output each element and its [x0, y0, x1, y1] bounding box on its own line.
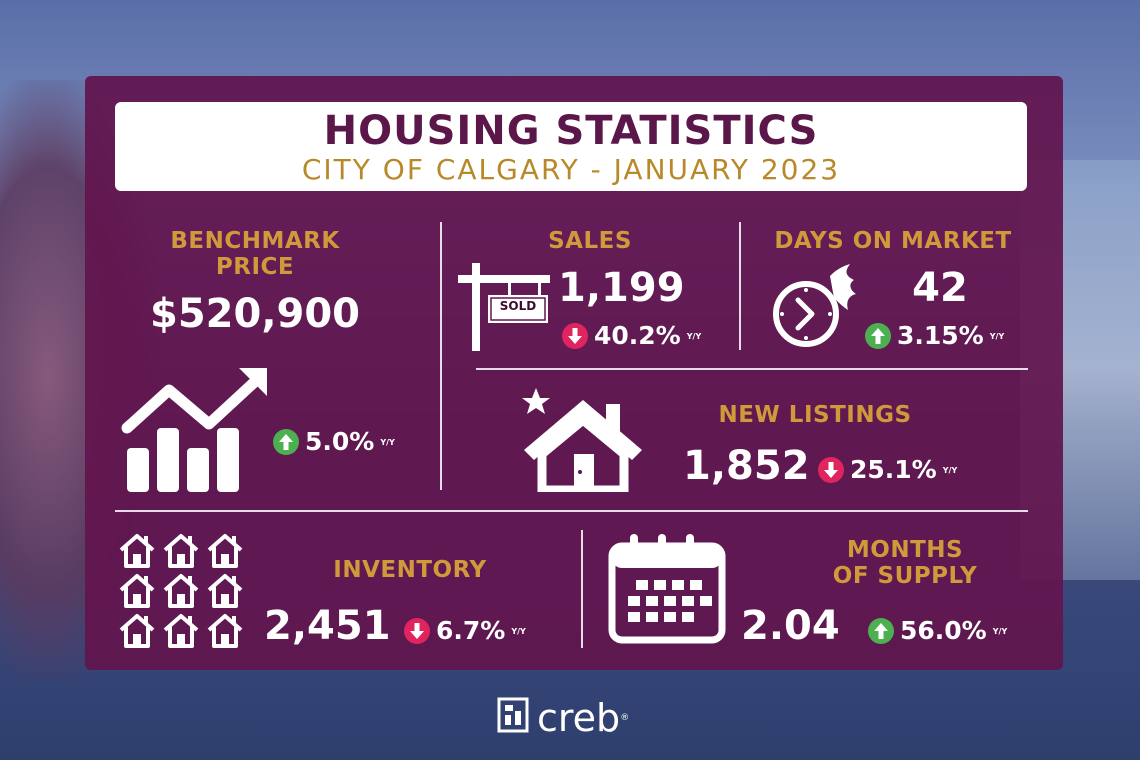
months-of-supply-value: 2.04: [741, 603, 840, 649]
sold-sign-icon: [458, 263, 554, 358]
new-listings-value: 1,852: [683, 443, 810, 489]
new-listings-yy: Y/Y: [942, 465, 958, 475]
small-house-icon: [163, 534, 199, 568]
new-listings-label: NEW LISTINGS: [718, 402, 912, 428]
down-arrow-icon: [404, 618, 430, 644]
page-subtitle: CITY OF CALGARY - JANUARY 2023: [301, 153, 841, 186]
benchmark-label-line1: BENCHMARK: [170, 228, 340, 254]
inventory-change: 6.7% Y/Y: [404, 617, 526, 645]
divider-bottom: [115, 510, 1028, 512]
months-of-supply-change: 56.0% Y/Y: [868, 617, 1007, 645]
months-of-supply-change-value: 56.0%: [900, 616, 987, 645]
new-listings-change-value: 25.1%: [850, 455, 937, 484]
inventory-value: 2,451: [264, 603, 391, 649]
sales-change-value: 40.2%: [594, 321, 681, 350]
down-arrow-icon: [818, 457, 844, 483]
divider-benchmark: [440, 222, 442, 490]
sales-change: 40.2% Y/Y: [562, 322, 701, 350]
benchmark-change-value: 5.0%: [305, 427, 375, 456]
benchmark-yy: Y/Y: [380, 437, 395, 447]
inventory-change-value: 6.7%: [436, 616, 506, 645]
days-on-market-yy: Y/Y: [989, 331, 1005, 341]
benchmark-change: 5.0% Y/Y: [273, 428, 395, 456]
creb-logo-word: creb: [537, 695, 621, 740]
small-house-icon: [119, 574, 155, 608]
page-title: HOUSING STATISTICS: [323, 108, 819, 154]
fast-clock-icon: [772, 262, 862, 357]
creb-logo-text: creb®: [537, 698, 629, 738]
divider-listings: [476, 368, 1028, 370]
up-arrow-icon: [868, 618, 894, 644]
inventory-label: INVENTORY: [333, 557, 487, 583]
up-arrow-icon: [865, 323, 891, 349]
calendar-icon: [608, 532, 726, 649]
months-of-supply-label: MONTHS OF SUPPLY: [790, 537, 1020, 589]
benchmark-label-line2: PRICE: [215, 254, 295, 280]
sales-yy: Y/Y: [686, 331, 702, 341]
creb-logo: creb®: [497, 697, 629, 738]
months-of-supply-label-line2: OF SUPPLY: [832, 563, 978, 589]
new-listings-change: 25.1% Y/Y: [818, 456, 957, 484]
small-house-icon: [207, 534, 243, 568]
small-house-icon: [119, 614, 155, 648]
creb-logo-icon: [497, 697, 529, 738]
days-on-market-value: 42: [912, 265, 968, 311]
days-on-market-change: 3.15% Y/Y: [865, 322, 1004, 350]
sales-label: SALES: [548, 228, 632, 254]
houses-grid-icon: [118, 532, 250, 655]
small-house-icon: [119, 534, 155, 568]
sales-value: 1,199: [558, 265, 685, 311]
sold-sign-text: SOLD: [499, 299, 537, 313]
months-of-supply-yy: Y/Y: [992, 626, 1008, 636]
up-arrow-icon: [273, 429, 299, 455]
days-on-market-label: DAYS ON MARKET: [774, 228, 1012, 254]
divider-inventory: [581, 530, 583, 648]
new-house-icon: [520, 380, 646, 497]
header-banner: HOUSING STATISTICS CITY OF CALGARY - JAN…: [115, 102, 1027, 191]
small-house-icon: [207, 614, 243, 648]
down-arrow-icon: [562, 323, 588, 349]
growth-chart-icon: [117, 366, 269, 499]
inventory-yy: Y/Y: [511, 626, 526, 636]
months-of-supply-label-line1: MONTHS: [846, 537, 964, 563]
benchmark-value: $520,900: [149, 291, 361, 337]
small-house-icon: [163, 574, 199, 608]
days-on-market-change-value: 3.15%: [897, 321, 984, 350]
small-house-icon: [163, 614, 199, 648]
registered-mark: ®: [620, 712, 630, 723]
small-house-icon: [207, 574, 243, 608]
benchmark-label: BENCHMARK PRICE: [135, 228, 375, 280]
divider-sales: [739, 222, 741, 350]
